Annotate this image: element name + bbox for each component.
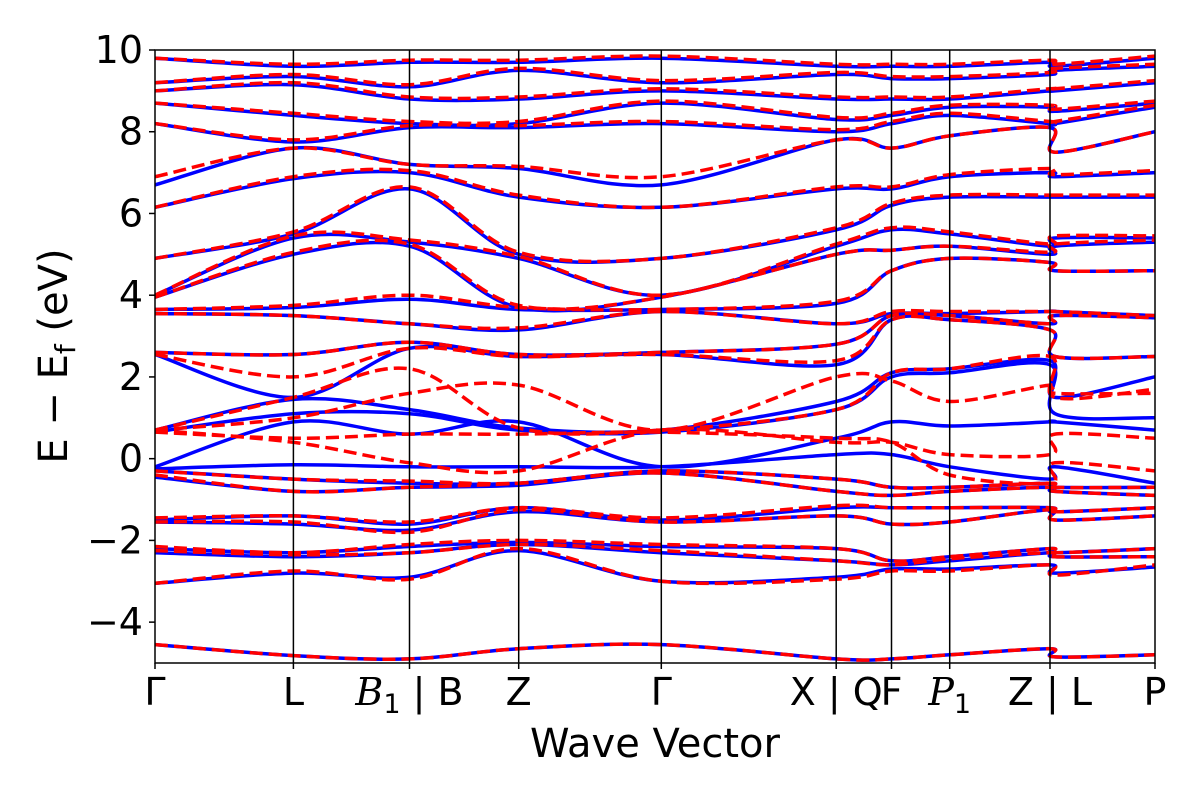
dashed-band-line — [155, 538, 1155, 563]
solid-band-line — [155, 256, 1155, 313]
solid-band-line — [155, 80, 1155, 103]
dashed-band-line — [155, 503, 1155, 524]
x-tick-label: Z — [506, 670, 532, 714]
solid-band-line — [155, 105, 1155, 144]
solid-band-line — [155, 642, 1155, 662]
x-tick-label: X | Q — [790, 670, 883, 715]
x-axis-title: Wave Vector — [530, 721, 781, 767]
x-tick-label: P — [1144, 670, 1167, 714]
x-tick-label: Γ — [144, 670, 165, 714]
y-tick-label: 2 — [119, 355, 143, 399]
x-tick-label: L — [283, 670, 304, 714]
dashed-band-line — [155, 238, 1155, 311]
x-tick-label: P1 — [927, 670, 971, 720]
dashed-band-line — [155, 256, 1155, 312]
dashed-band-line — [155, 185, 1155, 264]
band-lines — [155, 54, 1155, 662]
dashed-band-line — [155, 507, 1155, 535]
y-tick-label: −4 — [87, 600, 143, 644]
solid-band-line — [155, 419, 1155, 469]
dashed-band-line — [155, 469, 1155, 490]
dashed-band-line — [155, 642, 1155, 662]
solid-band-line — [155, 56, 1155, 69]
dashed-band-line — [155, 125, 1155, 180]
dashed-band-line — [155, 308, 1155, 331]
y-tick-label: 4 — [119, 273, 143, 317]
y-axis-title-main: E − E — [31, 354, 77, 464]
y-axis-ticks: 10 8 6 4 2 0 −2 −4 — [87, 28, 155, 644]
x-tick-label: B1 | B — [354, 670, 463, 720]
x-tick-label: F — [881, 670, 903, 714]
solid-band-line — [155, 64, 1155, 89]
y-tick-label: 0 — [119, 437, 143, 481]
y-tick-label: 10 — [95, 28, 143, 72]
dashed-band-line — [155, 166, 1155, 210]
dashed-band-line — [155, 311, 1155, 357]
y-tick-label: 6 — [119, 191, 143, 235]
y-tick-label: 8 — [119, 110, 143, 154]
dashed-band-line — [155, 225, 1155, 297]
dashed-band-line — [155, 427, 1155, 475]
dashed-band-line — [155, 78, 1155, 101]
solid-band-line — [155, 548, 1155, 586]
plot-frame — [154, 49, 1156, 664]
y-axis-title: E − Ef (eV) — [31, 248, 82, 463]
dashed-band-line — [155, 54, 1155, 67]
dashed-band-line — [155, 353, 1155, 436]
dashed-band-line — [155, 62, 1155, 87]
dashed-band-line — [155, 99, 1155, 126]
x-axis-ticks: Γ L B1 | B Z Γ X | QF P1 Z | L P — [144, 663, 1166, 720]
dashed-band-line — [155, 314, 1155, 379]
x-tick-label: Γ — [651, 670, 672, 714]
solid-band-line — [155, 240, 1155, 313]
dashed-band-line — [155, 103, 1155, 142]
y-axis-title-sub: f — [49, 343, 82, 354]
y-tick-label: −2 — [87, 518, 143, 562]
y-axis-title-unit: (eV) — [31, 248, 77, 344]
dashed-band-line — [155, 371, 1155, 432]
solid-band-line — [155, 314, 1155, 400]
x-tick-label: Z | L — [1008, 670, 1092, 715]
high-symmetry-lines — [292, 50, 1051, 663]
